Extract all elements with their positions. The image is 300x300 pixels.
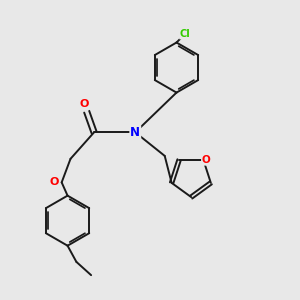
Text: O: O xyxy=(202,155,211,165)
Text: Cl: Cl xyxy=(180,29,191,39)
Text: O: O xyxy=(50,177,59,188)
Text: N: N xyxy=(130,126,140,139)
Text: O: O xyxy=(79,99,88,110)
